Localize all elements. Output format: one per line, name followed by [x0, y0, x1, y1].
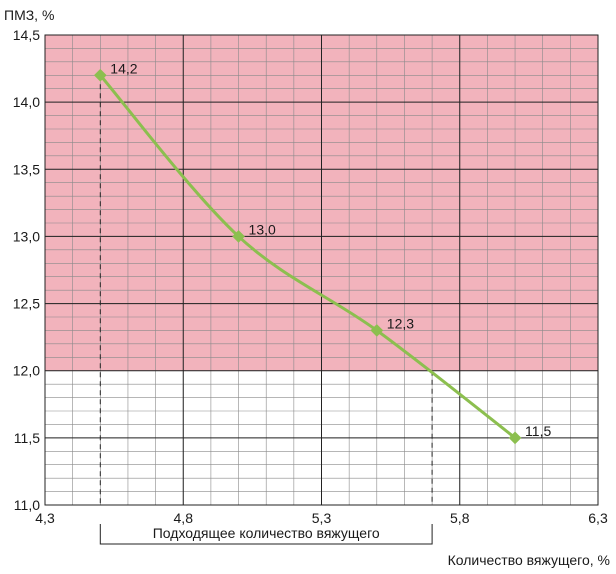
x-tick-label: 5,3 [312, 510, 332, 526]
x-tick-label: 5,8 [450, 510, 470, 526]
range-annotation: Подходящее количество вяжущего [99, 524, 433, 545]
x-axis-title: Количество вяжущего, % [448, 552, 610, 568]
x-tick-label: 6,3 [588, 510, 608, 526]
series-group: 14,2 13,0 12,3 11,5 [93, 60, 551, 445]
data-point [232, 230, 245, 243]
guide-lines [99, 75, 433, 505]
y-tick-label: 12,0 [13, 363, 40, 379]
data-point [370, 324, 384, 337]
y-tick-label: 14,5 [13, 27, 40, 43]
x-tick-label: 4,8 [174, 510, 194, 526]
y-tick-label: 11,0 [14, 497, 40, 513]
y-tick-label: 12,5 [13, 296, 40, 312]
x-tick-label: 4,3 [35, 510, 55, 526]
y-tick-labels: 11,0 11,5 12,0 12,5 13,0 13,5 14,0 14,5 [13, 27, 40, 513]
range-bracket [99, 524, 433, 545]
data-label: 11,5 [525, 423, 551, 439]
x-tick-labels: 4,3 4,8 5,3 5,8 6,3 [35, 510, 608, 526]
range-label: Подходящее количество вяжущего [153, 525, 380, 541]
series-line [99, 74, 516, 440]
data-label: 13,0 [249, 221, 276, 237]
y-axis-title: ПМЗ, % [4, 7, 54, 23]
y-tick-label: 13,5 [13, 161, 40, 177]
data-label: 12,3 [387, 315, 414, 331]
y-tick-label: 14,0 [13, 94, 40, 110]
y-tick-label: 13,0 [13, 228, 40, 244]
plot-frame [44, 34, 599, 506]
y-tick-label: 11,5 [14, 430, 40, 446]
data-label: 14,2 [110, 60, 137, 76]
